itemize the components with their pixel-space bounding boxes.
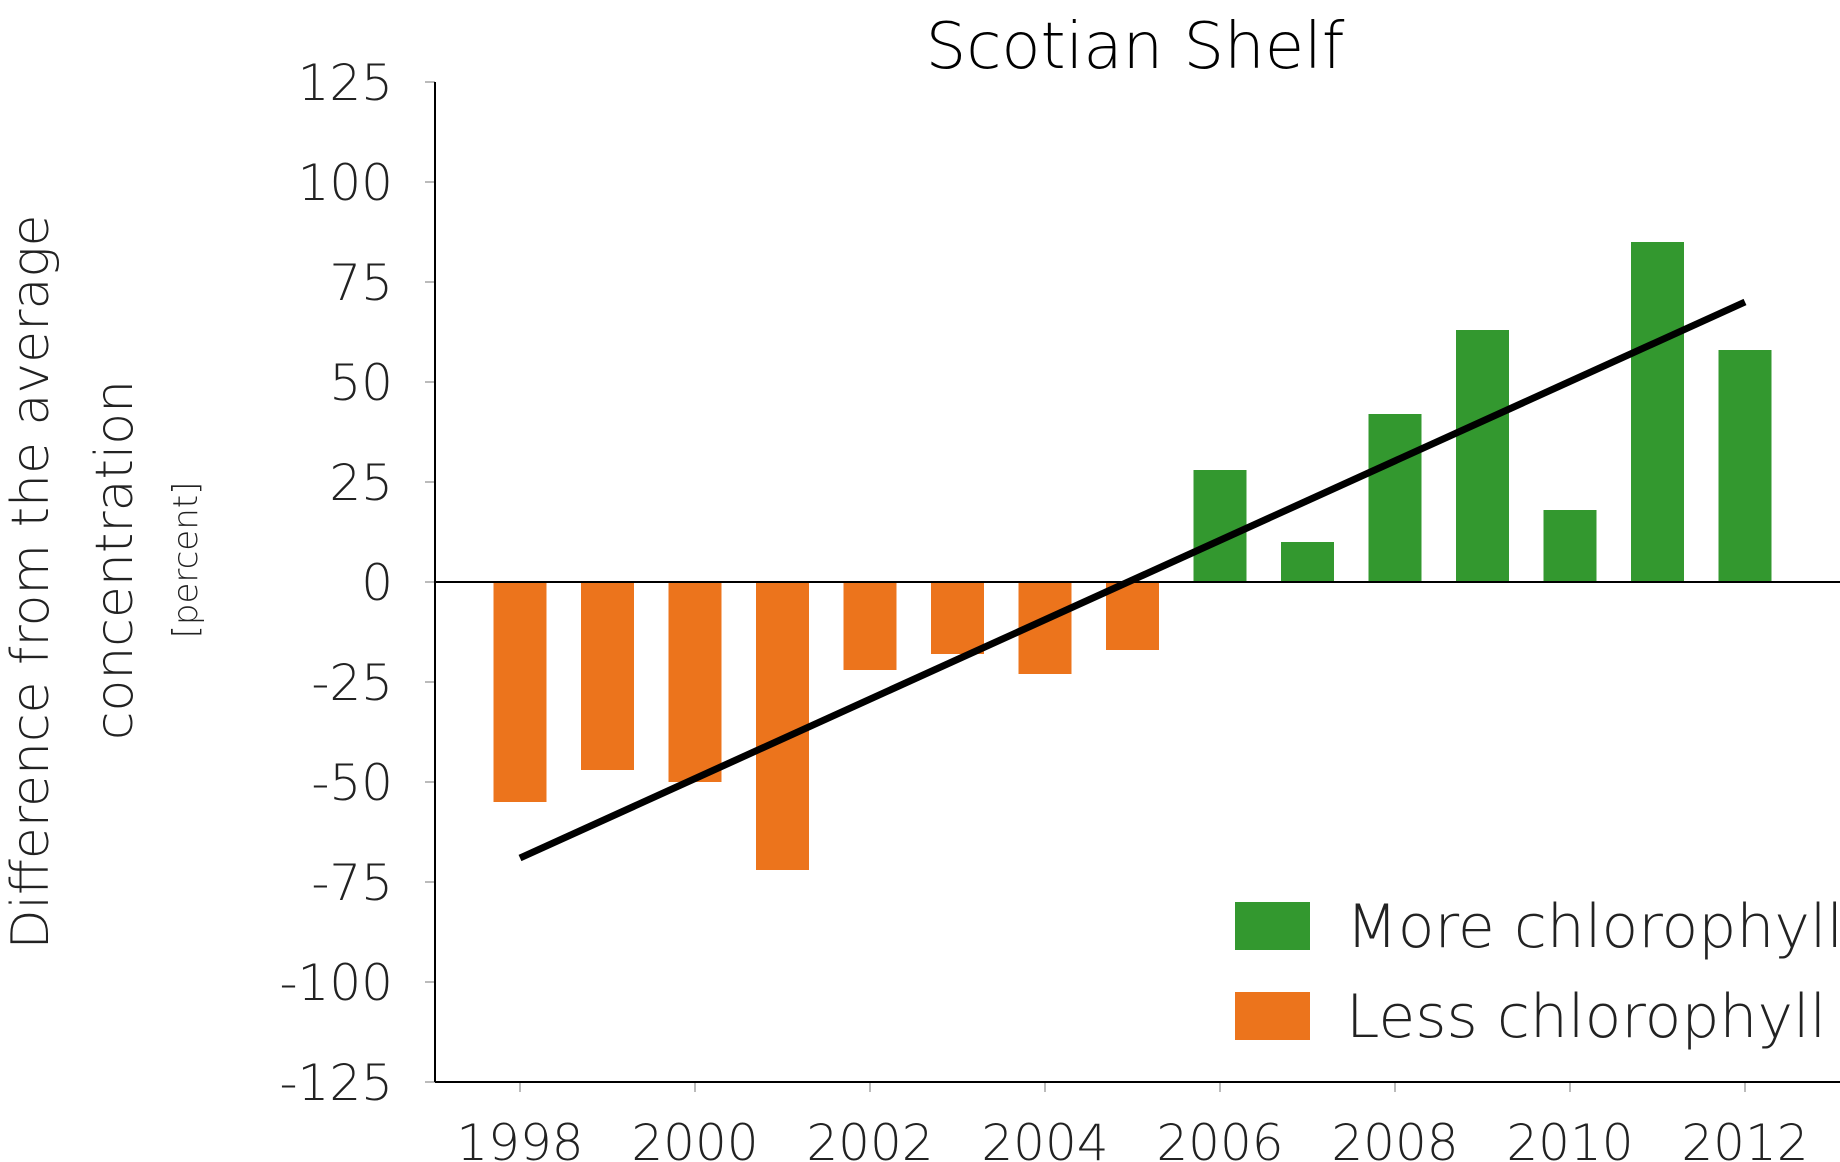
legend-swatch-more <box>1235 902 1310 950</box>
bar-2008 <box>1368 414 1422 582</box>
bar-2002 <box>843 582 897 670</box>
y-axis-label-line1: Difference from the average <box>1 214 61 949</box>
legend-swatch-less <box>1235 992 1310 1040</box>
y-tick-label: -50 <box>311 754 393 812</box>
y-tick-label: -75 <box>311 854 393 912</box>
bar-2012 <box>1718 350 1772 582</box>
x-tick-label: 2010 <box>1506 1114 1633 1162</box>
bar-2009 <box>1456 330 1509 582</box>
chart-title: Scotian Shelf <box>926 10 1345 84</box>
y-tick-label: 100 <box>298 154 393 212</box>
x-tick-label: 2002 <box>806 1114 933 1162</box>
x-tick-label: 2004 <box>981 1114 1108 1162</box>
y-tick-label: -100 <box>280 954 393 1012</box>
legend-label-less: Less chlorophyll <box>1346 982 1826 1052</box>
legend-label-more: More chlorophyll <box>1346 892 1840 962</box>
y-tick-label: 25 <box>329 454 393 512</box>
trend-line-group <box>518 298 1747 862</box>
bar-2010 <box>1543 510 1597 582</box>
bar-2001 <box>756 582 809 870</box>
bar-1998 <box>493 582 547 802</box>
legend: More chlorophyll Less chlorophyll <box>1235 892 1840 1052</box>
bar-2011 <box>1631 242 1684 582</box>
bar-2007 <box>1281 542 1334 582</box>
bar-series <box>493 242 1772 870</box>
bar-2003 <box>931 582 984 654</box>
y-axis-unit: [percent] <box>166 482 206 639</box>
y-tick-label: 75 <box>329 254 393 312</box>
x-tick-label: 2006 <box>1156 1114 1283 1162</box>
x-tick-label: 2000 <box>631 1114 758 1162</box>
y-tick-label: 125 <box>298 54 393 112</box>
y-axis-label-line2: concentration <box>85 380 145 740</box>
y-tick-label: 0 <box>361 554 393 612</box>
bar-2005 <box>1106 582 1159 650</box>
x-tick-label: 2008 <box>1331 1114 1458 1162</box>
y-tick-label: 50 <box>329 354 393 412</box>
x-axis-ticks: 1998 2000 2002 2004 2006 2008 2010 2012 <box>456 1082 1809 1162</box>
y-axis-ticks: 125 100 75 50 25 0 -25 -50 -75 -100 -125 <box>280 54 435 1112</box>
x-tick-label: 1998 <box>456 1114 583 1162</box>
y-tick-label: -125 <box>280 1054 393 1112</box>
trend-line <box>518 298 1747 862</box>
x-tick-label: 2012 <box>1681 1114 1808 1162</box>
bar-1999 <box>581 582 634 770</box>
bar-2006 <box>1193 470 1247 582</box>
y-axis-title: Difference from the average concentratio… <box>1 214 206 949</box>
bar-2000 <box>668 582 722 782</box>
axes <box>434 82 1840 1083</box>
y-tick-label: -25 <box>311 654 393 712</box>
